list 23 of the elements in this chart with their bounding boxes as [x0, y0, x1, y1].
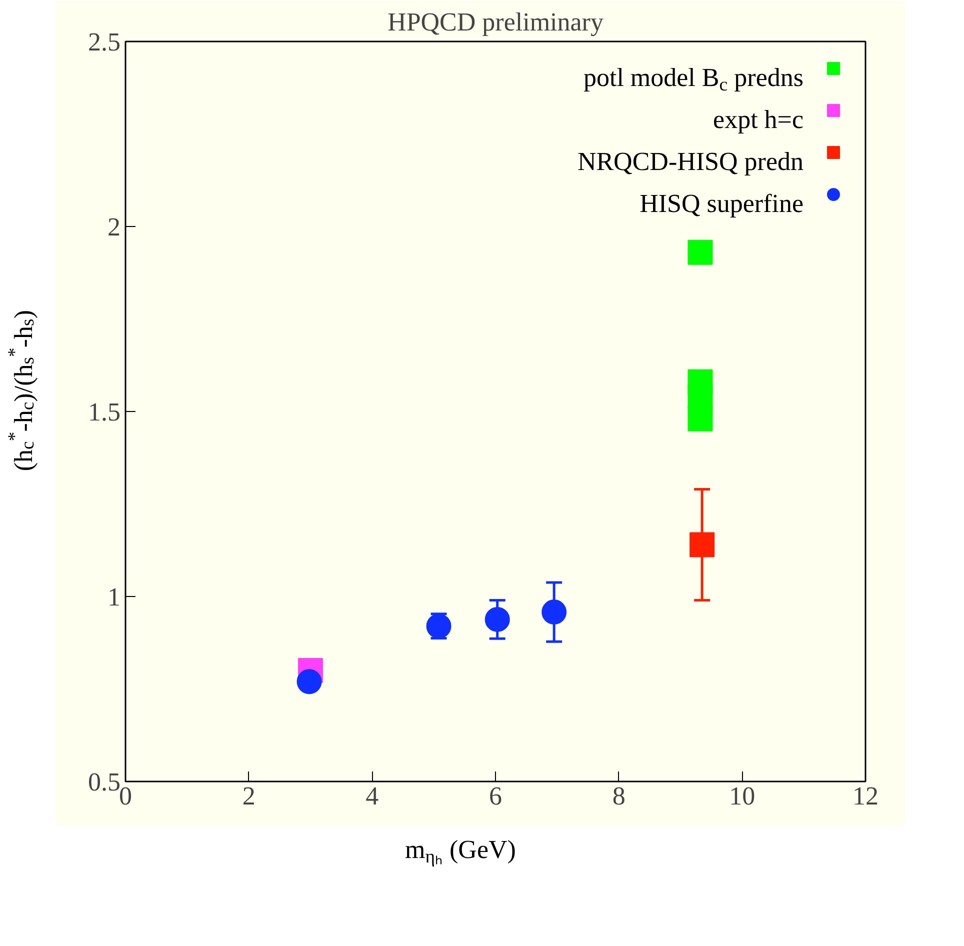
- x-tick-label: 4: [366, 782, 379, 810]
- x-tick-label: 6: [489, 782, 502, 810]
- legend-label: expt h=c: [713, 105, 804, 134]
- x-tick-label: 10: [729, 782, 756, 810]
- x-tick-label: 0: [119, 782, 132, 810]
- point: [484, 606, 510, 632]
- y-tick-label: 2: [108, 212, 120, 242]
- chart-title: HPQCD preliminary: [388, 8, 604, 36]
- x-axis-title: m$_{ηₕ}$ (GeV): [405, 834, 516, 868]
- x-tick-label: 12: [852, 782, 878, 810]
- y-tick-label: 1: [108, 582, 120, 612]
- y-tick-label: 0.5: [88, 768, 120, 796]
- point: [688, 406, 713, 432]
- y-tick-label: 1.5: [88, 398, 120, 426]
- legend-label: HISQ superfine: [640, 189, 804, 218]
- x-tick-label: 8: [612, 782, 626, 810]
- point: [542, 600, 567, 625]
- point: [688, 240, 713, 265]
- point: [296, 669, 322, 694]
- point: [690, 532, 715, 558]
- x-tick-label: 2: [242, 782, 256, 810]
- legend-label: NRQCD-HISQ predn: [577, 147, 804, 176]
- y-tick-label: 2.5: [88, 28, 120, 56]
